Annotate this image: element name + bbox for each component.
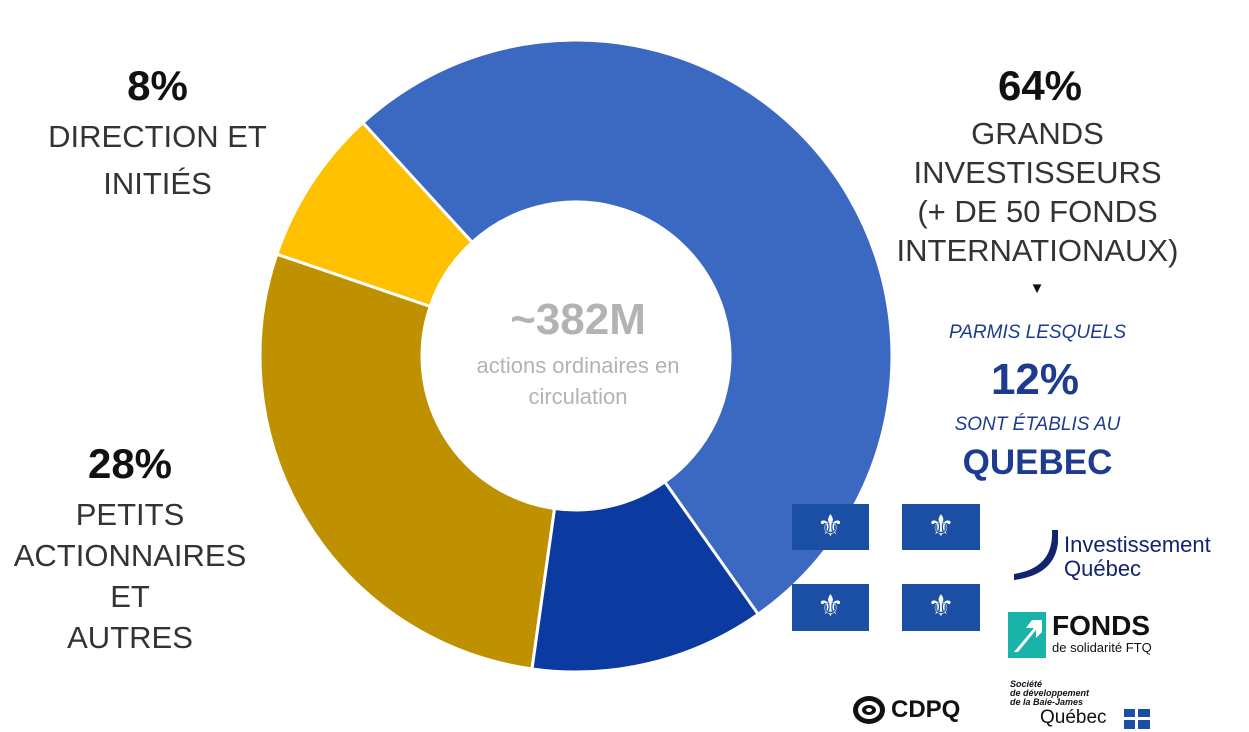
cdpq-swirl-icon xyxy=(853,696,885,724)
flag-quadrant-bl: ⚜ xyxy=(792,584,869,631)
sont-etablis-au: SONT ÉTABLIS AU xyxy=(954,414,1121,435)
flag-quadrant-br: ⚜ xyxy=(902,584,980,631)
petits-label-line3: ET xyxy=(110,579,150,614)
down-arrow-icon: ▼ xyxy=(1029,280,1045,297)
direction-label-line2: INITIÉS xyxy=(103,166,212,201)
sdbj-line4: Québec xyxy=(1040,707,1107,728)
sdbj-line2: de développement xyxy=(1010,688,1090,698)
center-value: ~382M xyxy=(510,295,646,344)
grands-percent: 64% xyxy=(997,62,1083,109)
fleur-de-lis-icon: ⚜ xyxy=(927,510,955,543)
fleur-de-lis-icon: ⚜ xyxy=(927,590,955,623)
quebec-label: QUEBEC xyxy=(962,443,1113,482)
investissement-quebec-logo: Investissement Québec xyxy=(1010,528,1242,584)
center-label: actions ordinaires en circulation xyxy=(476,353,680,409)
direction-label-line1: DIRECTION ET xyxy=(48,119,267,154)
parmis-lesquels: PARMIS LESQUELS xyxy=(948,322,1127,343)
fleur-de-lis-icon: ⚜ xyxy=(817,510,844,543)
petits-label-line2: ACTIONNAIRES xyxy=(13,538,247,573)
grands-label-line2: INVESTISSEURS xyxy=(913,155,1162,190)
flag-quadrant-tl: ⚜ xyxy=(792,504,869,550)
sdbj-line3: de la Baie-James xyxy=(1010,697,1084,707)
direction-percent: 8% xyxy=(127,62,188,109)
petits-percent: 28% xyxy=(87,440,173,487)
iq-mark-icon xyxy=(1014,530,1058,580)
grands-label-line1: GRANDS xyxy=(971,116,1104,151)
sdbj-flag-icon xyxy=(1124,709,1150,729)
ftq-arrow-icon xyxy=(1008,612,1046,658)
fleur-de-lis-icon: ⚜ xyxy=(817,590,844,623)
cdpq-text: CDPQ xyxy=(891,696,961,723)
sdbj-line1: Société xyxy=(1010,679,1043,689)
grands-label-line4: INTERNATIONAUX) xyxy=(896,233,1179,268)
petits-label-line4: AUTRES xyxy=(67,620,193,655)
flag-quadrant-tr: ⚜ xyxy=(902,504,980,550)
ftq-title: FONDS xyxy=(1052,610,1150,641)
donut-slice-28 xyxy=(258,252,557,671)
fonds-ftq-logo: FONDS de solidarité FTQ xyxy=(1008,610,1178,660)
petits-label-line1: PETITS xyxy=(75,497,185,532)
donut-subslice-quebec xyxy=(530,479,761,674)
cdpq-logo: CDPQ xyxy=(851,694,981,728)
sdbj-logo: Société de développement de la Baie-Jame… xyxy=(1010,679,1160,731)
quebec-percent: 12% xyxy=(990,355,1080,404)
ftq-sub: de solidarité FTQ xyxy=(1052,640,1152,655)
grands-label-line3: (+ DE 50 FONDS xyxy=(917,194,1158,229)
iq-line1: Investissement xyxy=(1064,532,1211,557)
donut-hole xyxy=(423,203,729,509)
iq-line2: Québec xyxy=(1064,556,1142,581)
